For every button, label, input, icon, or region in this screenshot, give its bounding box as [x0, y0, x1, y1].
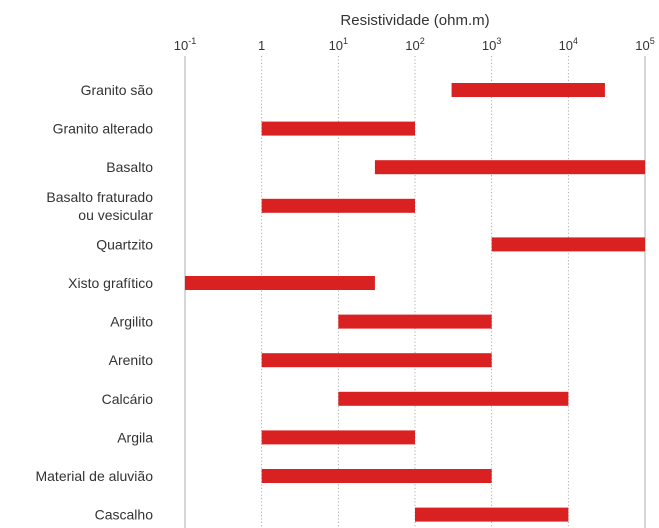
- range-bar: [261, 121, 415, 136]
- category-label: Material de aluvião: [35, 468, 153, 484]
- range-bar: [374, 160, 645, 175]
- category-label: Xisto grafítico: [68, 275, 153, 291]
- range-bar: [261, 353, 492, 368]
- category-label: Argila: [117, 429, 153, 445]
- category-label: Granito são: [81, 82, 154, 98]
- x-tick-label: 104: [559, 36, 578, 53]
- category-label: Granito alterado: [53, 121, 154, 137]
- range-bar: [261, 430, 415, 445]
- range-bar: [451, 83, 605, 97]
- category-label: ou vesicular: [78, 207, 153, 223]
- range-bar: [491, 237, 645, 252]
- range-bar: [338, 391, 569, 406]
- x-tick-label: 105: [635, 36, 654, 53]
- category-label: Cascalho: [95, 507, 154, 523]
- x-tick-label: 102: [405, 36, 424, 53]
- category-label: Quartzito: [96, 236, 153, 252]
- bars: [185, 83, 645, 522]
- range-bar: [338, 314, 492, 329]
- x-tick-label: 103: [482, 36, 501, 53]
- x-axis-ticks: 10-1 1 101 102 103 104 105: [174, 36, 655, 53]
- category-label: Calcário: [102, 391, 154, 407]
- category-label: Arenito: [109, 352, 154, 368]
- x-tick-label: 1: [258, 38, 265, 53]
- x-axis-title: Resistividade (ohm.m): [340, 12, 489, 29]
- range-bar: [261, 198, 415, 213]
- range-bar: [261, 469, 492, 483]
- category-label: Argilito: [110, 314, 153, 330]
- range-bar: [415, 507, 569, 522]
- category-label: Basalto fraturado: [46, 189, 153, 205]
- category-label: Basalto: [106, 159, 153, 175]
- category-labels: Granito são Granito alterado Basalto Basalt…: [35, 82, 153, 523]
- range-bar: [185, 276, 375, 290]
- x-tick-label: 10-1: [174, 36, 196, 53]
- x-tick-label: 101: [329, 36, 348, 53]
